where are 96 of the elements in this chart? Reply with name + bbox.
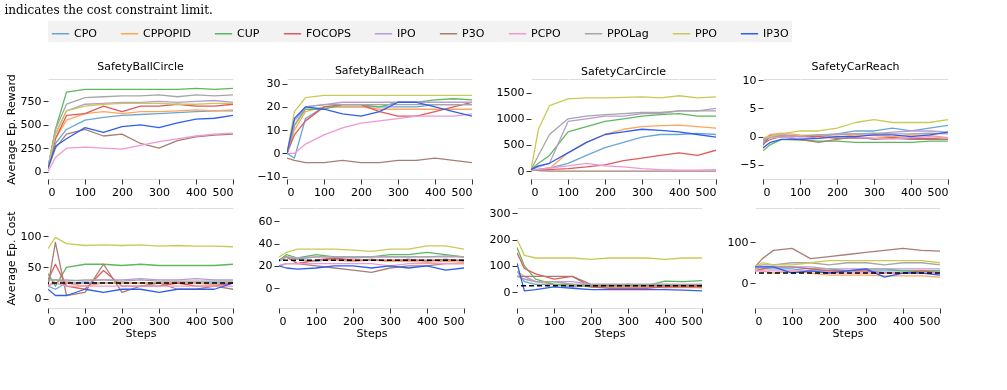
chart-title: SafetyBallCircle [97, 59, 184, 73]
x-tick-label: 400 [417, 314, 438, 328]
y-tick-label: 750 [20, 94, 42, 108]
x-tick-label: 400 [893, 314, 914, 328]
y-tick-label: 20 [258, 259, 273, 273]
x-tick-label: 300 [149, 314, 170, 328]
y-tick-label: 300 [489, 206, 511, 220]
x-tick-label: 100 [314, 185, 335, 199]
legend-label: CPO [74, 26, 98, 40]
y-tick-label: 0 [517, 164, 525, 178]
y-tick-label: 100 [727, 235, 749, 249]
x-tick-label: 200 [351, 185, 372, 199]
y-tick-label: 0 [265, 281, 273, 295]
x-tick-label: 100 [790, 185, 811, 199]
x-tick-label: 100 [75, 314, 96, 328]
y-tick-label: 1500 [496, 86, 525, 100]
y-tick-label: 200 [489, 233, 511, 247]
x-tick-label: 300 [864, 185, 885, 199]
y-tick-label: 20 [266, 100, 281, 114]
x-tick-label: 200 [595, 185, 616, 199]
x-tick-label: 400 [425, 185, 446, 199]
x-tick-label: 300 [632, 185, 653, 199]
y-tick-label: 0 [34, 292, 42, 306]
x-tick-label: 100 [782, 314, 803, 328]
legend-label: P3O [462, 26, 485, 40]
y-axis-title: Average Ep. Cost [4, 210, 18, 306]
y-tick-label: 0 [749, 130, 757, 144]
chart-title: SafetyCarReach [811, 60, 900, 74]
y-tick-label: −5 [740, 158, 757, 172]
y-tick-label: 100 [20, 229, 42, 243]
text: indicates the cost constraint limit. [4, 3, 213, 17]
y-tick-label: 0 [741, 276, 749, 290]
y-tick-label: 500 [20, 118, 42, 132]
legend-label: FOCOPS [306, 26, 351, 40]
y-tick-label: 30 [266, 77, 281, 91]
y-tick-label: 250 [20, 141, 42, 155]
x-tick-label: 500 [212, 185, 234, 199]
y-tick-label: 100 [489, 259, 511, 273]
legend-label: PPO [695, 26, 718, 40]
x-tick-label: 300 [380, 314, 401, 328]
x-tick-label: 300 [388, 185, 409, 199]
y-tick-label: 10 [742, 73, 757, 87]
x-tick-label: 200 [112, 314, 133, 328]
x-tick-label: 0 [287, 185, 295, 199]
x-tick-label: 200 [827, 185, 848, 199]
x-tick-label: 400 [186, 314, 207, 328]
x-tick-label: 300 [618, 314, 639, 328]
x-tick-label: 200 [581, 314, 602, 328]
y-tick-label: −10 [257, 170, 281, 184]
x-tick-label: 100 [558, 185, 579, 199]
x-tick-label: 100 [544, 314, 565, 328]
legend-label: PCPO [531, 26, 561, 40]
chart-title: SafetyBallReach [334, 63, 425, 77]
x-tick-label: 0 [48, 185, 56, 199]
x-tick-label: 0 [531, 185, 539, 199]
legend-label: CUP [237, 26, 260, 40]
x-tick-label: 300 [856, 314, 877, 328]
x-tick-label: 500 [681, 314, 703, 328]
x-tick-label: 200 [112, 185, 133, 199]
x-axis-title: Steps [125, 326, 157, 340]
x-tick-label: 300 [149, 185, 170, 199]
legend-label: CPPOPID [143, 26, 191, 40]
y-tick-label: 1000 [496, 112, 525, 126]
y-tick-label: 50 [27, 260, 42, 274]
y-tick-label: 10 [266, 123, 281, 137]
x-tick-label: 0 [48, 314, 56, 328]
chart-title: SafetyCarCircle [580, 65, 667, 78]
y-tick-label: 0 [34, 165, 42, 179]
legend-label: IPO [397, 26, 416, 40]
x-tick-label: 500 [695, 185, 717, 199]
x-tick-label: 400 [655, 314, 676, 328]
x-tick-label: 400 [186, 185, 207, 199]
legend-label: IP3O [763, 26, 789, 40]
x-tick-label: 400 [669, 185, 690, 199]
x-tick-label: 100 [75, 185, 96, 199]
x-axis-title: Steps [594, 326, 626, 340]
x-tick-label: 500 [919, 314, 941, 328]
x-tick-label: 500 [927, 185, 949, 199]
x-tick-label: 500 [451, 185, 473, 199]
y-tick-label: 40 [258, 237, 273, 251]
x-tick-label: 200 [819, 314, 840, 328]
y-axis-title: Average Ep. Reward [4, 74, 18, 185]
x-tick-label: 0 [763, 185, 771, 199]
x-tick-label: 500 [212, 314, 234, 328]
legend-label: PPOLag [607, 26, 649, 40]
y-tick-label: 5 [749, 101, 757, 115]
x-tick-label: 200 [343, 314, 364, 328]
y-tick-label: 0 [273, 146, 281, 160]
x-tick-label: 400 [901, 185, 922, 199]
y-tick-label: 500 [503, 138, 525, 152]
y-tick-label: 60 [258, 214, 273, 228]
x-tick-label: 100 [306, 314, 327, 328]
x-axis-title: Steps [356, 326, 388, 340]
y-tick-label: 0 [503, 285, 511, 299]
x-tick-label: 500 [443, 314, 465, 328]
x-axis-title: Steps [832, 326, 864, 340]
